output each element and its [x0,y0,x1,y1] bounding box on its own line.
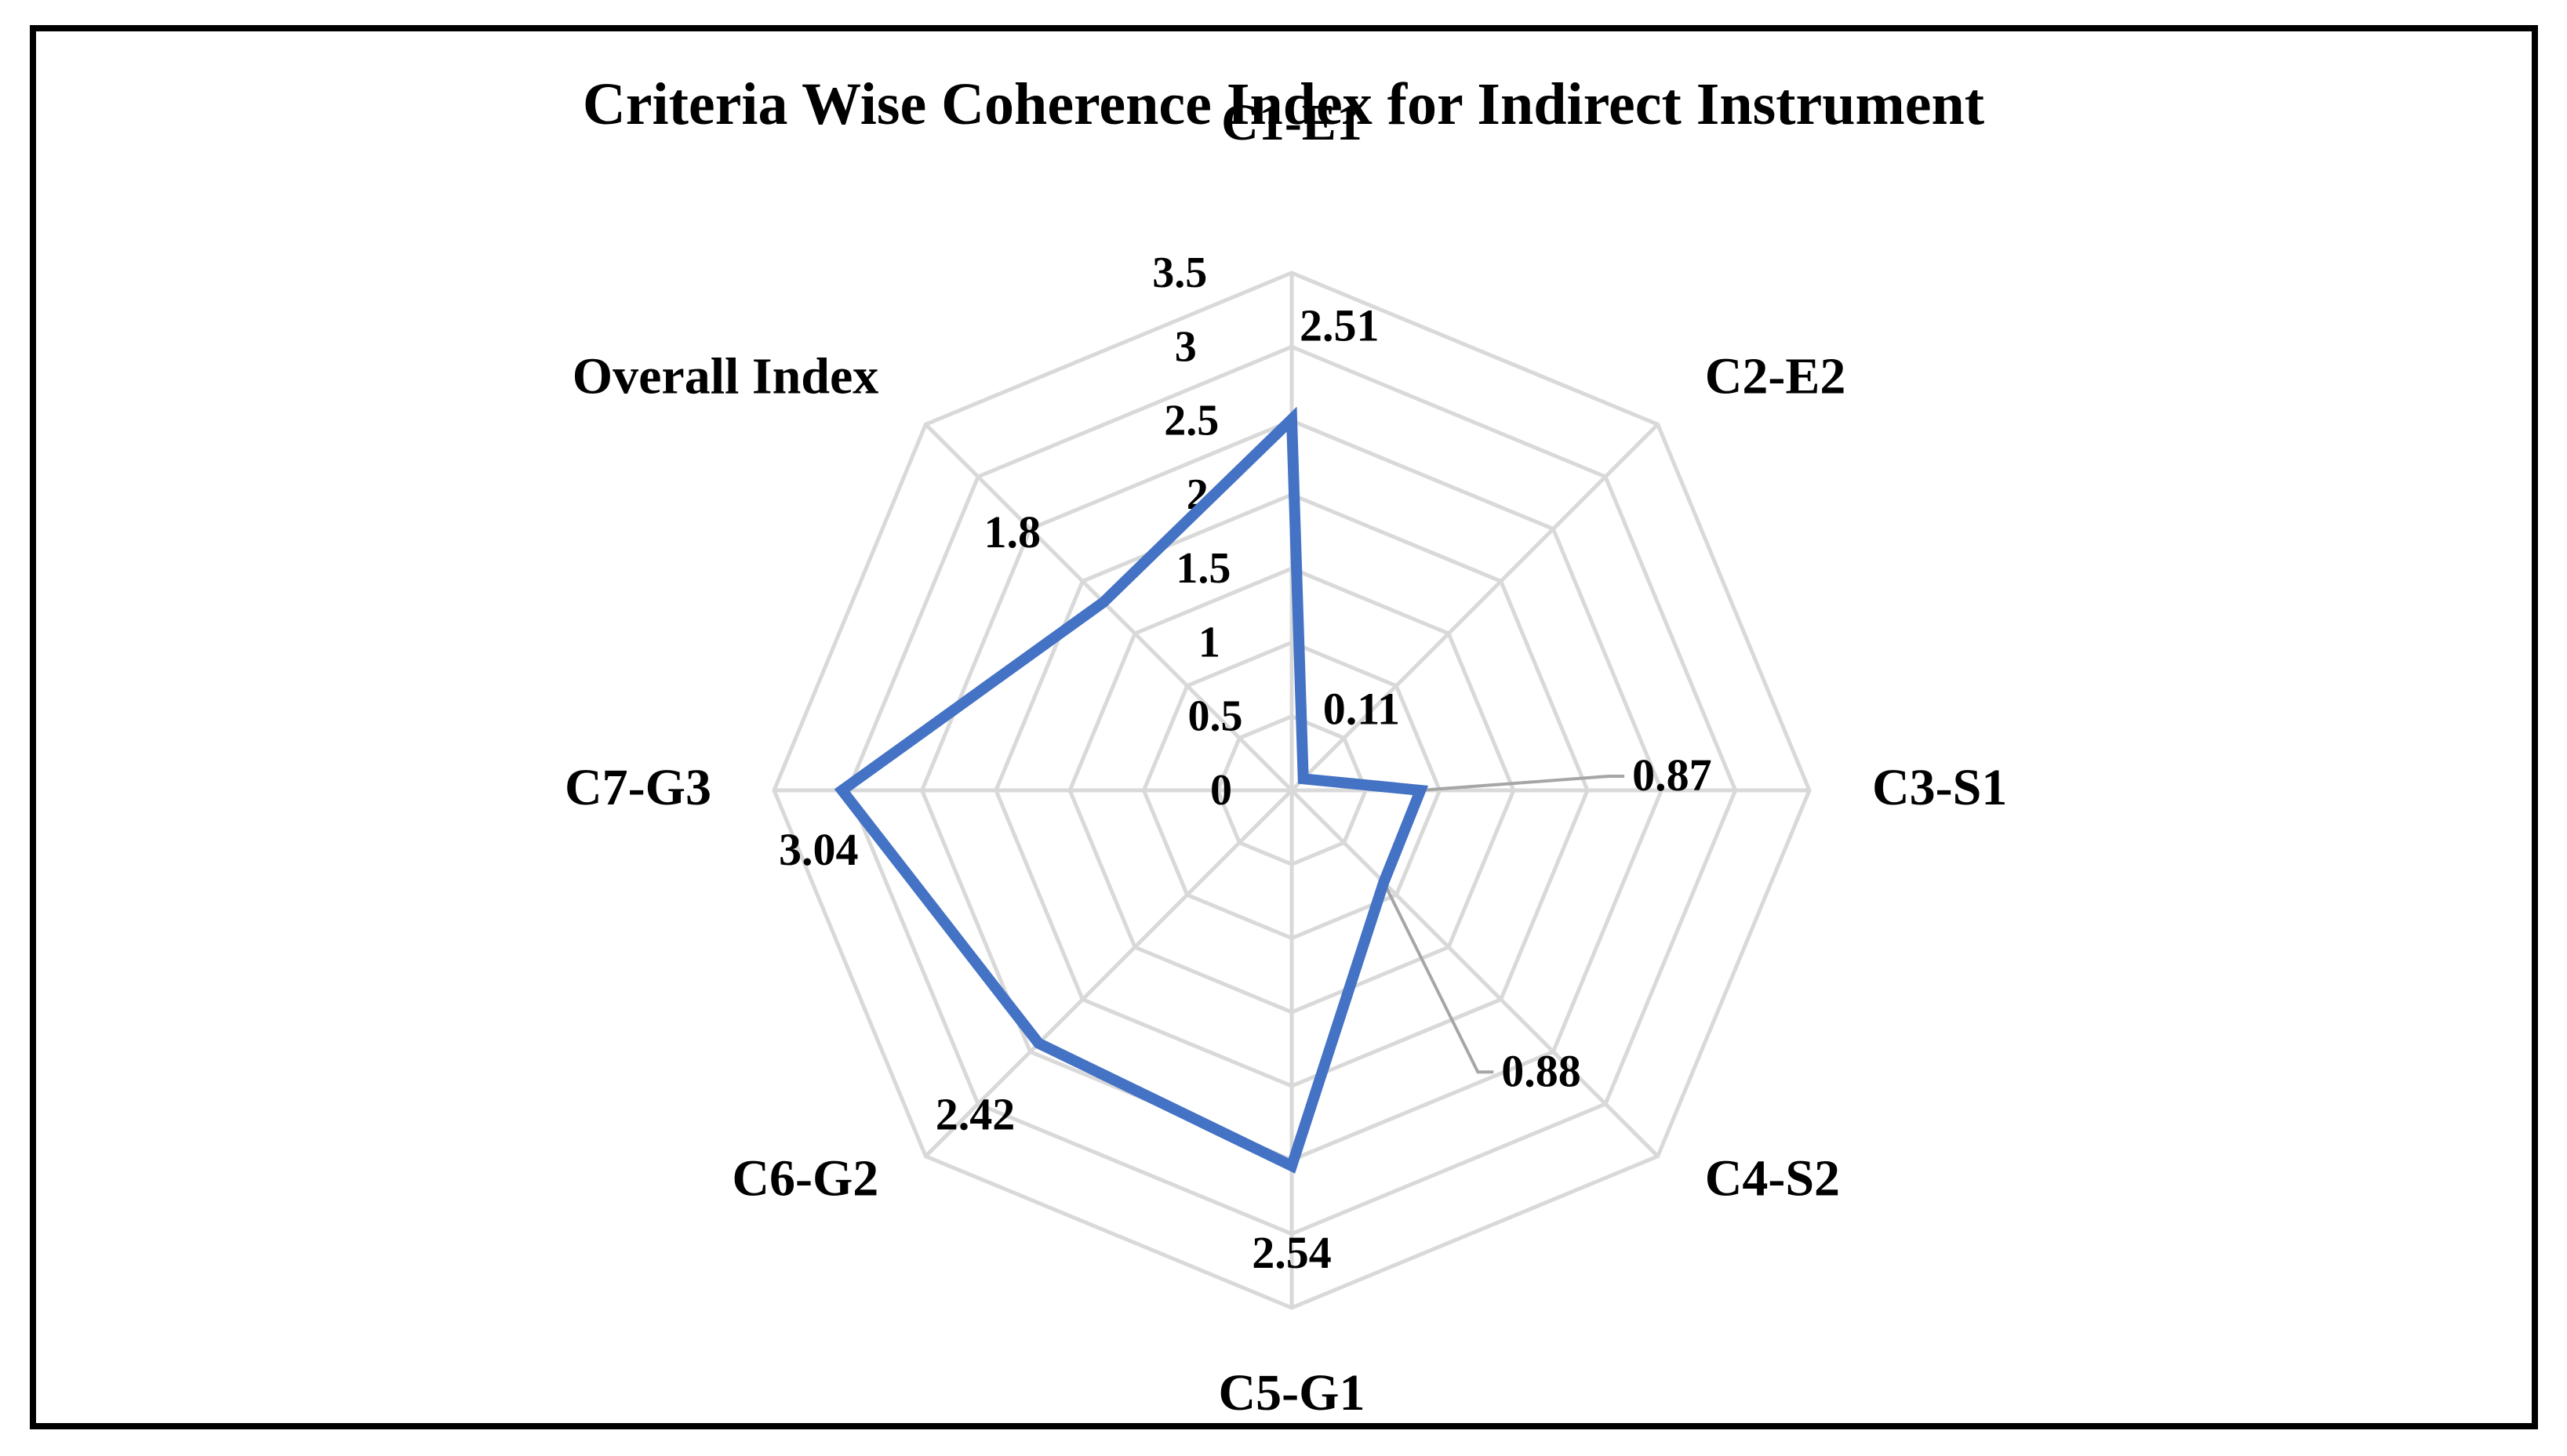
category-labels: C1-E1 C2-E2 C3-S1 C4-S2 C5-G1 C6-G2 C7-G3 Overa… [565,94,2007,1422]
series-point [1289,1163,1295,1169]
data-label: 0.11 [1323,683,1400,734]
radial-tick-label: 1 [1198,618,1220,666]
radial-tick-label: 0.5 [1188,692,1243,741]
radial-tick-label: 0 [1210,766,1232,815]
series-point [1380,879,1387,886]
data-label: 0.87 [1632,750,1712,801]
series-point [1289,416,1295,423]
grid-spoke [924,789,1293,1158]
leader-lines [1382,775,1625,1074]
series-line [834,406,1429,1174]
chart-frame [30,25,2538,1429]
grid-spoke [1290,423,1660,792]
data-label: 2.54 [1252,1227,1332,1278]
leader-line [1420,775,1625,792]
category-label: C4-S2 [1705,1150,1840,1207]
category-label: C6-G2 [732,1150,878,1207]
category-label: C3-S1 [1872,759,2007,816]
data-label: 2.51 [1300,300,1380,351]
series-point [838,787,845,793]
radial-tick-label: 3 [1175,322,1197,371]
radial-tick-label: 1.5 [1176,544,1231,593]
data-label: 0.88 [1501,1045,1581,1096]
series-point [1417,787,1424,793]
grid-spoke [1290,789,1660,1158]
radial-tick-label: 3.5 [1152,249,1207,297]
category-label: C5-G1 [1219,1364,1365,1422]
series-point [1100,599,1107,605]
category-label: C1-E1 [1221,94,1362,151]
data-labels: 2.510.110.870.882.542.423.041.8 [779,300,1712,1278]
leader-line [1382,881,1494,1074]
data-label: 1.8 [984,507,1042,557]
chart-title: Criteria Wise Coherence Index for Indire… [582,71,1985,137]
series-point [1300,775,1307,782]
grid-spoke [924,423,1293,792]
category-label: Overall Index [573,347,879,405]
data-label: 2.42 [936,1089,1016,1140]
series-point [1035,1040,1042,1047]
radial-tick-labels: 00.511.522.533.5 [1152,249,1242,815]
category-label: C7-G3 [565,759,711,816]
radial-tick-label: 2.5 [1164,397,1219,445]
category-label: C2-E2 [1705,347,1846,405]
data-label: 3.04 [779,824,859,875]
series-layer [834,406,1429,1174]
